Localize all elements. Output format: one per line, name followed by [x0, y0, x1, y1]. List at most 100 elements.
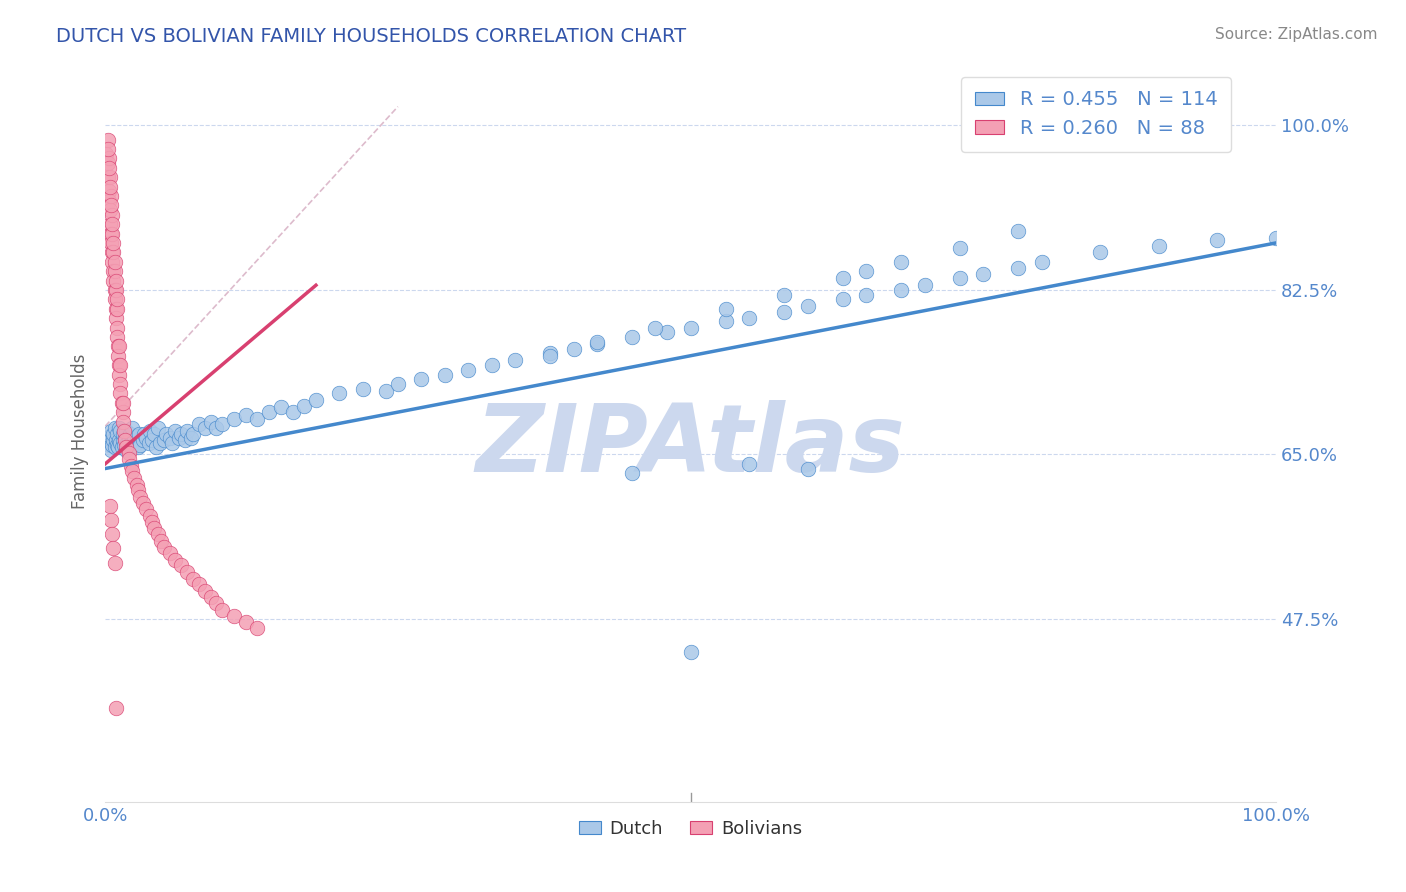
- Point: [111, 405, 134, 419]
- Point: [127, 440, 149, 454]
- Point: [100, 227, 122, 241]
- Point: [110, 376, 132, 391]
- Point: [120, 440, 142, 454]
- Point: [111, 415, 134, 429]
- Point: [714, 314, 737, 328]
- Point: [305, 392, 328, 407]
- Point: [105, 330, 128, 344]
- Point: [104, 301, 127, 316]
- Point: [131, 434, 153, 448]
- Point: [1090, 245, 1112, 260]
- Point: [328, 386, 350, 401]
- Point: [100, 235, 122, 250]
- Point: [257, 405, 280, 419]
- Point: [387, 376, 409, 391]
- Point: [135, 430, 157, 444]
- Point: [129, 490, 152, 504]
- Point: [457, 363, 479, 377]
- Point: [103, 434, 125, 448]
- Point: [141, 434, 163, 448]
- Point: [187, 417, 209, 432]
- Point: [124, 471, 146, 485]
- Point: [105, 426, 128, 441]
- Point: [831, 293, 853, 307]
- Point: [125, 477, 148, 491]
- Point: [150, 533, 173, 548]
- Point: [98, 499, 121, 513]
- Point: [135, 502, 157, 516]
- Point: [98, 428, 121, 442]
- Point: [105, 301, 128, 316]
- Point: [103, 541, 125, 556]
- Point: [103, 254, 125, 268]
- Point: [914, 278, 936, 293]
- Point: [100, 189, 122, 203]
- Point: [181, 572, 204, 586]
- Point: [125, 428, 148, 442]
- Point: [281, 405, 304, 419]
- Point: [128, 426, 150, 441]
- Point: [103, 556, 125, 570]
- Point: [152, 540, 174, 554]
- Point: [138, 424, 160, 438]
- Point: [98, 202, 121, 217]
- Point: [104, 283, 127, 297]
- Point: [100, 442, 122, 457]
- Point: [773, 304, 796, 318]
- Point: [146, 527, 169, 541]
- Point: [949, 241, 972, 255]
- Point: [796, 299, 818, 313]
- Point: [103, 293, 125, 307]
- Point: [855, 287, 877, 301]
- Y-axis label: Family Households: Family Households: [72, 353, 89, 508]
- Point: [138, 508, 160, 523]
- Point: [375, 384, 398, 398]
- Point: [117, 452, 139, 467]
- Point: [110, 395, 132, 409]
- Point: [167, 430, 190, 444]
- Point: [972, 267, 994, 281]
- Point: [107, 349, 129, 363]
- Point: [100, 513, 122, 527]
- Point: [98, 170, 121, 185]
- Point: [194, 583, 217, 598]
- Point: [110, 358, 132, 372]
- Point: [644, 320, 666, 334]
- Point: [101, 208, 124, 222]
- Point: [121, 421, 143, 435]
- Point: [114, 434, 136, 448]
- Point: [143, 521, 166, 535]
- Point: [101, 254, 124, 268]
- Point: [115, 440, 138, 454]
- Point: [96, 132, 118, 146]
- Point: [796, 461, 818, 475]
- Point: [111, 426, 134, 441]
- Point: [111, 395, 134, 409]
- Point: [108, 421, 131, 435]
- Point: [205, 596, 228, 610]
- Point: [98, 179, 121, 194]
- Point: [104, 273, 127, 287]
- Point: [149, 436, 172, 450]
- Point: [187, 577, 209, 591]
- Point: [352, 382, 374, 396]
- Point: [110, 386, 132, 401]
- Point: [165, 552, 187, 566]
- Point: [1147, 238, 1170, 252]
- Point: [714, 301, 737, 316]
- Point: [538, 346, 561, 360]
- Point: [621, 467, 644, 481]
- Point: [181, 426, 204, 441]
- Point: [132, 426, 155, 441]
- Point: [112, 424, 135, 438]
- Point: [152, 434, 174, 448]
- Point: [114, 430, 136, 444]
- Point: [159, 430, 181, 444]
- Point: [103, 440, 125, 454]
- Point: [103, 264, 125, 278]
- Point: [159, 546, 181, 560]
- Point: [131, 496, 153, 510]
- Point: [105, 293, 128, 307]
- Point: [773, 287, 796, 301]
- Point: [101, 438, 124, 452]
